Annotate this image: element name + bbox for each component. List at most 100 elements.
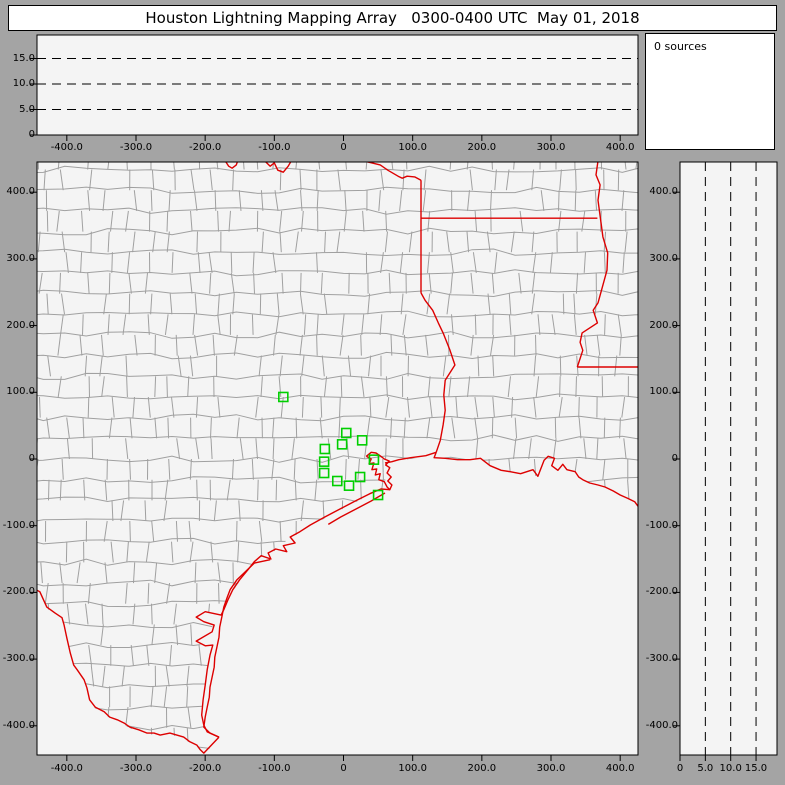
county-line xyxy=(272,162,277,170)
county-line xyxy=(87,162,90,170)
county-line xyxy=(253,272,255,294)
county-line xyxy=(316,252,318,273)
county-line xyxy=(399,190,403,211)
county-line xyxy=(168,458,171,480)
county-line xyxy=(549,252,553,273)
plan-xtick-label: 300.0 xyxy=(536,763,566,774)
county-line xyxy=(378,190,381,211)
county-line xyxy=(368,355,372,377)
county-line xyxy=(167,417,170,439)
county-line xyxy=(151,624,155,646)
county-line xyxy=(166,583,171,604)
county-line xyxy=(120,500,125,522)
county-line xyxy=(169,645,172,666)
county-line xyxy=(176,438,181,460)
county-line xyxy=(300,500,304,522)
county-line xyxy=(272,252,277,273)
county-line xyxy=(37,289,638,298)
county-line xyxy=(197,252,201,273)
county-line xyxy=(337,169,341,191)
alt-ew-plot-area[interactable] xyxy=(36,34,639,136)
county-line xyxy=(600,162,603,170)
lma-station-marker xyxy=(368,454,380,465)
plan-xtick-label: -200.0 xyxy=(189,763,222,774)
lma-station-marker xyxy=(372,489,384,501)
county-line xyxy=(505,169,510,191)
plan-view-plot-area[interactable] xyxy=(36,161,639,756)
county-line xyxy=(281,272,284,294)
county-line xyxy=(38,272,43,294)
county-line xyxy=(360,334,362,356)
county-line xyxy=(218,583,220,604)
county-line xyxy=(423,169,427,191)
county-line xyxy=(189,541,194,563)
county-line xyxy=(169,293,173,315)
county-line xyxy=(151,520,155,542)
county-line xyxy=(107,314,110,335)
county-line xyxy=(87,396,90,418)
county-line xyxy=(46,293,49,315)
county-line xyxy=(84,355,88,377)
plan-xtick-label: -300.0 xyxy=(119,763,153,774)
county-line xyxy=(272,417,275,439)
county-line xyxy=(190,169,195,191)
county-line xyxy=(604,314,606,335)
county-line xyxy=(37,186,638,194)
alt-ns-ytick-label: -100.0 xyxy=(645,519,678,531)
lma-station-marker xyxy=(340,427,352,439)
county-line xyxy=(252,252,255,273)
plan-xtick-label: -400.0 xyxy=(50,763,83,774)
county-line xyxy=(129,458,131,480)
county-line xyxy=(103,293,107,315)
county-line xyxy=(494,169,497,191)
county-line xyxy=(154,562,158,584)
county-line xyxy=(48,479,50,501)
alt-ew-xtick-label: 400.0 xyxy=(605,142,635,153)
county-line xyxy=(645,480,647,501)
county-line xyxy=(339,396,341,418)
county-line xyxy=(228,210,231,232)
county-line xyxy=(540,190,545,211)
county-line xyxy=(531,293,535,315)
lma-stations-layer xyxy=(278,391,384,501)
alt-ns-ytick-label: -200.0 xyxy=(645,586,678,598)
county-line xyxy=(299,293,304,315)
county-line xyxy=(382,458,384,480)
county-line xyxy=(341,314,345,335)
alt-ew-xtick-label: -200.0 xyxy=(189,142,222,153)
county-line xyxy=(428,272,432,294)
county-line xyxy=(60,314,64,335)
county-line xyxy=(513,438,517,460)
county-line xyxy=(81,210,84,232)
county-line xyxy=(57,334,61,356)
county-line xyxy=(554,417,557,439)
county-line xyxy=(361,314,365,335)
lma-station-marker xyxy=(343,480,355,491)
county-line xyxy=(37,434,638,442)
plan-ytick-label: -400.0 xyxy=(2,719,35,731)
county-line xyxy=(316,190,319,211)
county-line xyxy=(125,210,129,232)
county-line xyxy=(66,438,70,460)
lma-station-marker xyxy=(356,435,368,446)
county-line xyxy=(491,272,495,294)
county-line xyxy=(470,334,474,356)
county-line xyxy=(385,438,387,460)
county-line xyxy=(347,355,352,377)
county-line xyxy=(451,417,456,439)
county-line xyxy=(317,162,321,170)
alt-ns-plot-area[interactable] xyxy=(679,161,778,756)
county-line xyxy=(194,562,197,584)
county-line xyxy=(59,562,63,584)
county-line xyxy=(642,273,643,294)
county-line xyxy=(343,210,347,232)
county-line xyxy=(583,438,587,460)
county-line xyxy=(602,458,606,480)
county-line xyxy=(474,210,478,232)
plan-view-panel xyxy=(30,161,647,761)
county-line xyxy=(299,334,303,356)
county-line xyxy=(187,376,190,398)
county-line xyxy=(575,376,577,398)
county-line xyxy=(255,438,258,460)
county-line xyxy=(623,438,627,460)
